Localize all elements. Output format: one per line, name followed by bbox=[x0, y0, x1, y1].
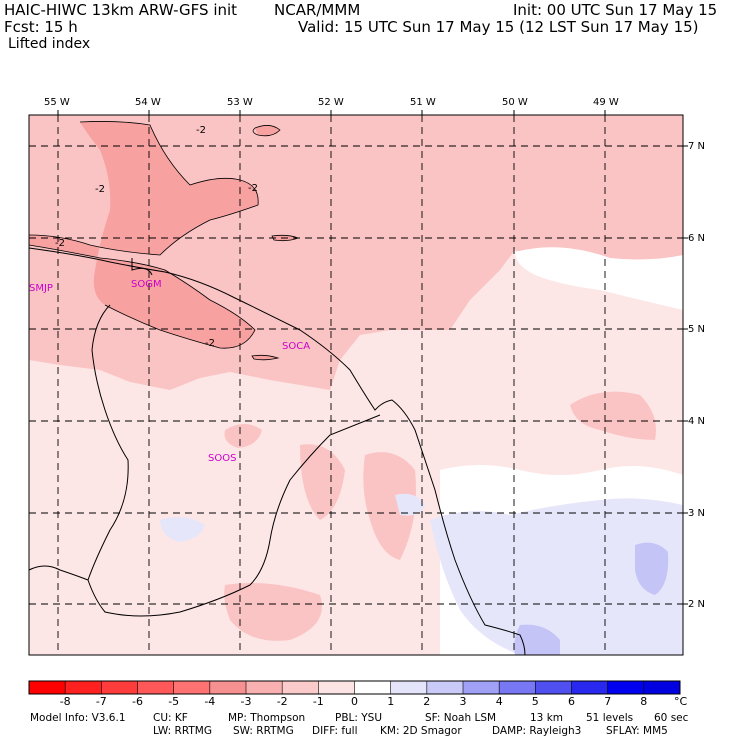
footer-pbl: PBL: YSU bbox=[335, 712, 383, 724]
colorbar-cell bbox=[246, 681, 283, 694]
footer-damp: DAMP: Rayleigh3 bbox=[492, 725, 582, 737]
lat-label-3n: 3 N bbox=[688, 508, 706, 519]
station-smjp: SMJP bbox=[29, 283, 53, 294]
li-zero-region bbox=[515, 247, 683, 310]
footer-mp: MP: Thompson bbox=[228, 712, 306, 724]
org-label: NCAR/MMM bbox=[274, 1, 361, 19]
colorbar-label: 2 bbox=[423, 695, 431, 708]
colorbar-frame bbox=[28, 680, 681, 695]
li-minus2-blob-3 bbox=[224, 582, 322, 641]
station-soca: SOCA bbox=[282, 341, 311, 352]
footer-diff: DIFF: full bbox=[312, 725, 358, 737]
colorbar-label: -1 bbox=[312, 695, 324, 708]
colorbar-label: 6 bbox=[568, 695, 575, 708]
lat-lon-grid bbox=[29, 115, 683, 655]
colorbar-cell bbox=[65, 681, 102, 694]
footer-timestep: 60 sec bbox=[654, 712, 689, 724]
contour-label: -2 bbox=[55, 238, 65, 249]
contour-label: -2 bbox=[196, 125, 206, 136]
contour-label: -2 bbox=[248, 183, 258, 194]
colorbar-label: 8 bbox=[640, 695, 648, 708]
colorbar-cell bbox=[282, 681, 319, 694]
colorbar-cell bbox=[318, 681, 355, 694]
colorbar-label: -7 bbox=[95, 695, 107, 708]
colorbar-label: 4 bbox=[495, 695, 503, 708]
lon-label-55w: 55 W bbox=[44, 97, 70, 108]
colorbar-label: -5 bbox=[168, 695, 180, 708]
lon-label-53w: 53 W bbox=[227, 97, 253, 108]
footer-levels: 51 levels bbox=[586, 712, 634, 724]
colorbar-label: -4 bbox=[204, 695, 216, 708]
lon-label-52w: 52 W bbox=[318, 97, 344, 108]
colorbar-cells bbox=[29, 681, 681, 694]
colorbar-label: 0 bbox=[351, 695, 358, 708]
li-plus1-blob-2 bbox=[395, 493, 425, 516]
colorbar-cell bbox=[571, 681, 609, 694]
colorbar-unit: °C bbox=[674, 695, 688, 708]
footer-sflay: SFLAY: MM5 bbox=[606, 725, 668, 737]
contour-label: -2 bbox=[95, 184, 105, 195]
colorbar-cell bbox=[209, 681, 247, 694]
colorbar-cell bbox=[390, 681, 428, 694]
map-frame bbox=[28, 114, 684, 656]
colorbar-cell bbox=[463, 681, 500, 694]
colorbar-label: -3 bbox=[240, 695, 252, 708]
colorbar-label: 5 bbox=[531, 695, 539, 708]
contour-label: -2 bbox=[205, 338, 215, 349]
li-minus2-blob-5 bbox=[363, 452, 416, 560]
colorbar-cell bbox=[607, 681, 645, 694]
model-title: HAIC-HIWC 13km ARW-GFS init bbox=[4, 1, 238, 19]
lat-label-2n: 2 N bbox=[688, 599, 706, 610]
footer-cu: CU: KF bbox=[153, 712, 188, 724]
lon-label-50w: 50 W bbox=[502, 97, 528, 108]
li-plus1-region bbox=[430, 498, 683, 655]
footer-res: 13 km bbox=[530, 712, 564, 724]
li-plus2-region-2 bbox=[514, 624, 560, 655]
coastline bbox=[28, 247, 526, 656]
lat-label-5n: 5 N bbox=[688, 324, 706, 335]
colorbar-label: 7 bbox=[604, 695, 612, 708]
colorbar-cell bbox=[354, 681, 392, 694]
colorbar-cell bbox=[137, 681, 175, 694]
colorbar-cell bbox=[101, 681, 138, 694]
li-minus2-blob-2 bbox=[224, 424, 262, 448]
footer-model-info: Model Info: V3.6.1 bbox=[30, 712, 126, 724]
valid-time: Valid: 15 UTC Sun 17 May 15 (12 LST Sun … bbox=[298, 18, 699, 36]
colorbar-label: 1 bbox=[387, 695, 395, 708]
li-minus3-blob bbox=[255, 125, 280, 136]
colorbar-label: -6 bbox=[132, 695, 143, 708]
station-soos: SOOS bbox=[208, 453, 237, 464]
colorbar-label: 3 bbox=[459, 695, 467, 708]
colorbar-cell bbox=[426, 681, 464, 694]
footer-lw: LW: RRTMG bbox=[153, 725, 212, 737]
lat-label-4n: 4 N bbox=[688, 416, 706, 427]
li-minus2-blob-1 bbox=[570, 391, 656, 440]
lon-label-54w: 54 W bbox=[135, 97, 161, 108]
footer-sf: SF: Noah LSM bbox=[425, 712, 497, 724]
station-sogm: SOGM bbox=[131, 279, 162, 290]
li-plus1-blob bbox=[160, 516, 205, 542]
field-name: Lifted index bbox=[8, 36, 91, 52]
colorbar-label: -2 bbox=[276, 695, 288, 708]
init-time: Init: 00 UTC Sun 17 May 15 bbox=[513, 1, 718, 19]
colorbar-cell bbox=[29, 681, 66, 694]
lon-label-51w: 51 W bbox=[410, 97, 436, 108]
colorbar-cell bbox=[499, 681, 536, 694]
colorbar-cell bbox=[173, 681, 211, 694]
li-minus3-region bbox=[29, 121, 259, 349]
footer-km: KM: 2D Smagor bbox=[380, 725, 462, 737]
colorbar-cell bbox=[535, 681, 572, 694]
colorbar-cell bbox=[643, 681, 681, 694]
li-plus2-region bbox=[635, 542, 669, 595]
forecast-hour: Fcst: 15 h bbox=[4, 18, 78, 36]
lat-label-7n: 7 N bbox=[688, 141, 706, 152]
colorbar-label: -8 bbox=[59, 695, 71, 708]
lat-label-6n: 6 N bbox=[688, 233, 706, 244]
frame-ticks bbox=[57, 110, 688, 605]
li-minus2-blob-4 bbox=[300, 444, 345, 520]
lon-label-49w: 49 W bbox=[593, 97, 619, 108]
footer-sw: SW: RRTMG bbox=[233, 725, 294, 737]
